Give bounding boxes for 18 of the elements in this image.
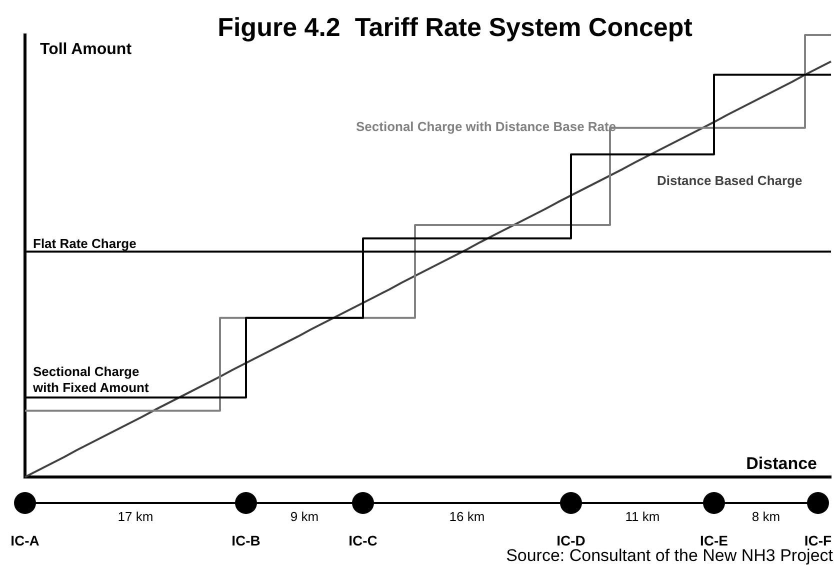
series-label: Distance Based Charge (657, 173, 802, 188)
series-label: Flat Rate Charge (33, 236, 136, 251)
x-tick-label: IC-D (556, 532, 586, 548)
x-tick-label: IC-F (804, 532, 832, 548)
text: 17 km (118, 509, 154, 524)
chart-title: Figure 4.2 Tariff Rate System Concept (218, 12, 693, 42)
x-tick-label: IC-E (700, 532, 728, 548)
x-tick-label: IC-A (10, 532, 40, 548)
x-tick-label: IC-B (232, 532, 260, 548)
x-tick-label: IC-C (348, 532, 378, 548)
text: 11 km (625, 509, 660, 524)
text: 16 km (449, 509, 485, 524)
y-axis-title: Toll Amount (40, 41, 132, 58)
source-note: Source: Consultant of the New NH3 Project (506, 546, 834, 565)
text: 8 km (752, 509, 780, 524)
text: 9 km (290, 509, 319, 524)
x-axis-title: Distance (746, 454, 817, 473)
series-label: Sectional Charge with Fixed Amount (32, 364, 150, 395)
